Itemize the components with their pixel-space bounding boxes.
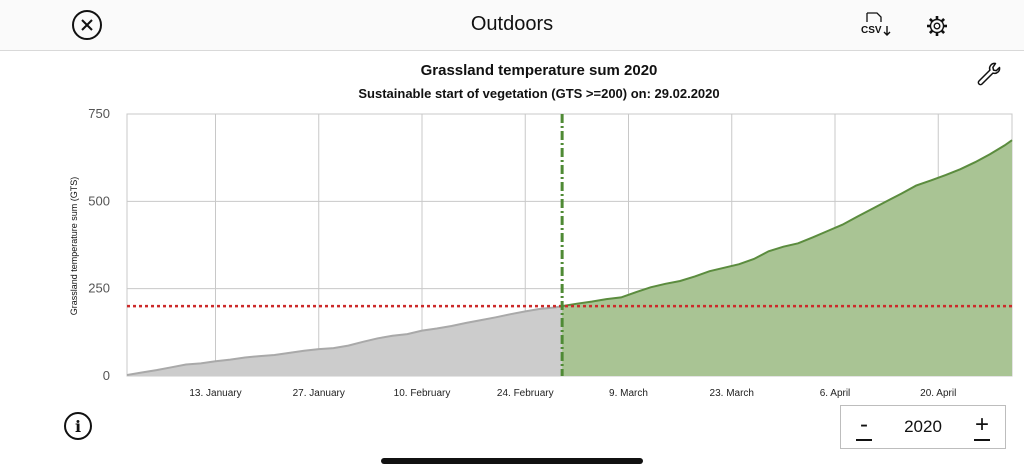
x-tick-label: 23. March bbox=[710, 388, 754, 399]
x-tick-label: 27. January bbox=[293, 388, 345, 399]
chart-subtitle: Sustainable start of vegetation (GTS >=2… bbox=[358, 86, 720, 101]
decrement-year-button[interactable]: - bbox=[851, 412, 877, 442]
settings-button[interactable] bbox=[925, 14, 949, 38]
gear-icon bbox=[927, 16, 947, 36]
x-tick-label: 10. February bbox=[394, 388, 451, 399]
x-tick-label: 24. February bbox=[497, 388, 554, 399]
y-tick-label: 0 bbox=[103, 368, 110, 383]
x-tick-label: 6. April bbox=[820, 388, 851, 399]
increment-year-button[interactable]: + bbox=[969, 412, 995, 442]
csv-download-icon: CSV bbox=[861, 12, 891, 36]
chart-title: Grassland temperature sum 2020 bbox=[420, 62, 658, 79]
y-tick-label: 500 bbox=[88, 193, 110, 208]
wrench-icon bbox=[977, 62, 1001, 86]
x-tick-label: 20. April bbox=[920, 388, 956, 399]
close-icon bbox=[81, 19, 93, 31]
csv-label: CSV bbox=[861, 25, 882, 36]
area-after-vegetation bbox=[562, 140, 1012, 376]
x-tick-label: 9. March bbox=[609, 388, 648, 399]
info-button[interactable]: i bbox=[64, 412, 92, 440]
x-tick-label: 13. January bbox=[189, 388, 241, 399]
area-before-vegetation bbox=[127, 306, 563, 376]
close-button[interactable] bbox=[72, 10, 102, 40]
chart-settings-button[interactable] bbox=[975, 60, 1003, 88]
year-value: 2020 bbox=[904, 417, 942, 436]
home-indicator bbox=[381, 458, 643, 464]
year-stepper: - 2020 + bbox=[840, 405, 1006, 449]
y-tick-label: 250 bbox=[88, 281, 110, 296]
page-title: Outdoors bbox=[470, 13, 554, 35]
series-line-before bbox=[126, 305, 563, 376]
csv-export-button[interactable]: CSV bbox=[858, 12, 892, 38]
top-bar: Outdoors CSV bbox=[0, 0, 1024, 51]
y-tick-label: 750 bbox=[88, 106, 110, 121]
series-line-after bbox=[561, 139, 1013, 308]
info-icon: i bbox=[74, 416, 82, 436]
